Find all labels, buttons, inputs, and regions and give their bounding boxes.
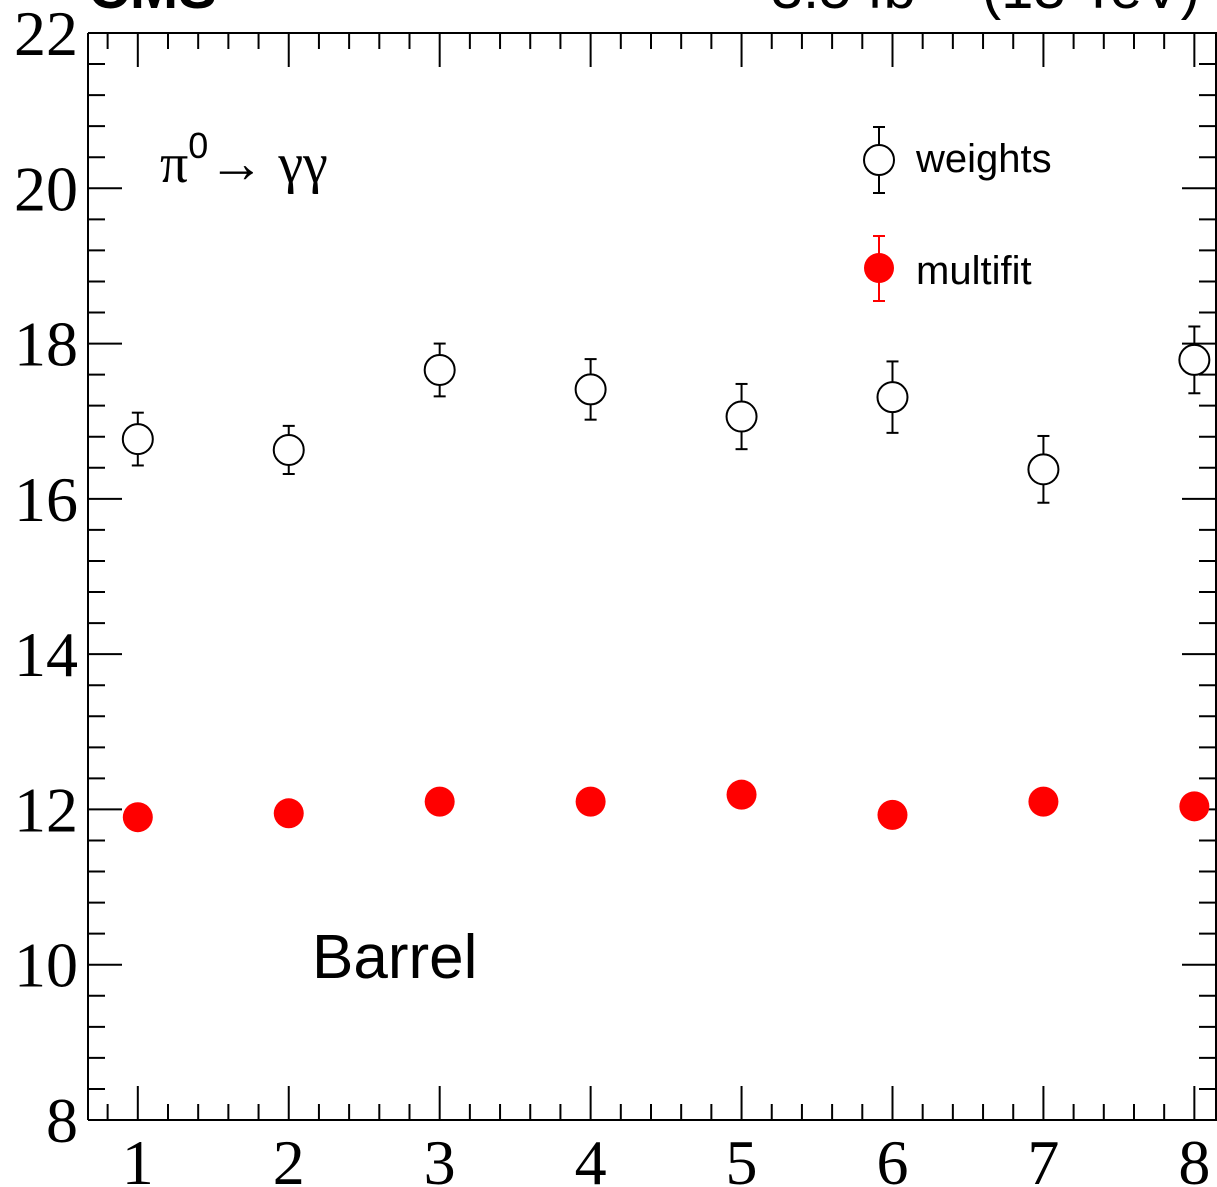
marker-multifit	[273, 798, 304, 829]
y-tick-label: 16	[14, 464, 78, 535]
legend-label-weights: weights	[915, 137, 1052, 181]
data-point-multifit	[575, 786, 606, 817]
legend-label-multifit: multifit	[916, 249, 1032, 293]
legend-entry-multifit: multifit	[864, 235, 1032, 302]
region-label: Barrel	[312, 923, 477, 992]
marker-weights	[1027, 453, 1060, 486]
y-tick-label: 18	[14, 309, 78, 380]
y-tick-label: 14	[14, 619, 78, 690]
marker-weights	[725, 400, 758, 433]
chart-title-left: CMS	[88, 0, 217, 21]
process-label-decay: → γγ	[208, 133, 328, 195]
marker-weights	[423, 353, 456, 386]
data-point-multifit	[122, 802, 153, 833]
marker-multifit	[424, 786, 455, 817]
x-tick-label: 2	[273, 1127, 305, 1187]
data-point-multifit	[726, 779, 757, 810]
data-point-multifit	[424, 786, 455, 817]
legend-marker-weights	[863, 144, 895, 176]
data-point-multifit	[1028, 786, 1059, 817]
marker-multifit	[1028, 786, 1059, 817]
x-tick-label: 5	[726, 1127, 758, 1187]
marker-multifit	[877, 799, 908, 830]
marker-weights	[1178, 343, 1211, 376]
marker-weights	[574, 373, 607, 406]
marker-weights	[876, 381, 909, 414]
legend-entry-weights: weights	[863, 126, 1052, 194]
marker-multifit	[1179, 791, 1210, 822]
data-point-weights	[1178, 325, 1211, 395]
data-point-weights	[574, 358, 607, 421]
data-point-weights	[121, 411, 154, 467]
legend: weights multifit	[863, 126, 1052, 302]
y-tick-label: 8	[46, 1085, 78, 1156]
y-tick-label: 22	[14, 0, 78, 69]
process-label-pi: π	[160, 133, 188, 195]
marker-weights	[121, 423, 154, 456]
y-tick-label: 20	[14, 153, 78, 224]
data-points	[121, 325, 1211, 833]
y-tick-label: 10	[14, 930, 78, 1001]
marker-multifit	[122, 802, 153, 833]
data-point-weights	[725, 382, 758, 451]
x-tick-label: 6	[876, 1127, 908, 1187]
process-label: π0→ γγ	[160, 125, 328, 195]
data-point-multifit	[877, 799, 908, 830]
x-tick-label: 4	[575, 1127, 607, 1187]
data-point-weights	[272, 424, 305, 476]
legend-marker-multifit	[864, 253, 894, 283]
data-point-multifit	[273, 798, 304, 829]
marker-weights	[272, 433, 305, 466]
x-tick-label: 3	[424, 1127, 456, 1187]
axes	[87, 32, 1217, 1121]
process-label-superscript: 0	[188, 125, 208, 166]
marker-multifit	[726, 779, 757, 810]
x-tick-label: 7	[1027, 1127, 1059, 1187]
y-tick-label: 12	[14, 774, 78, 845]
data-point-weights	[423, 342, 456, 398]
data-point-weights	[876, 360, 909, 434]
chart-title-right: 3.5 fb⁻¹ (13 TeV)	[771, 0, 1200, 21]
data-point-weights	[1027, 434, 1060, 504]
marker-multifit	[575, 786, 606, 817]
data-point-multifit	[1179, 791, 1210, 822]
x-tick-label: 1	[122, 1127, 154, 1187]
x-tick-label: 8	[1178, 1127, 1210, 1187]
